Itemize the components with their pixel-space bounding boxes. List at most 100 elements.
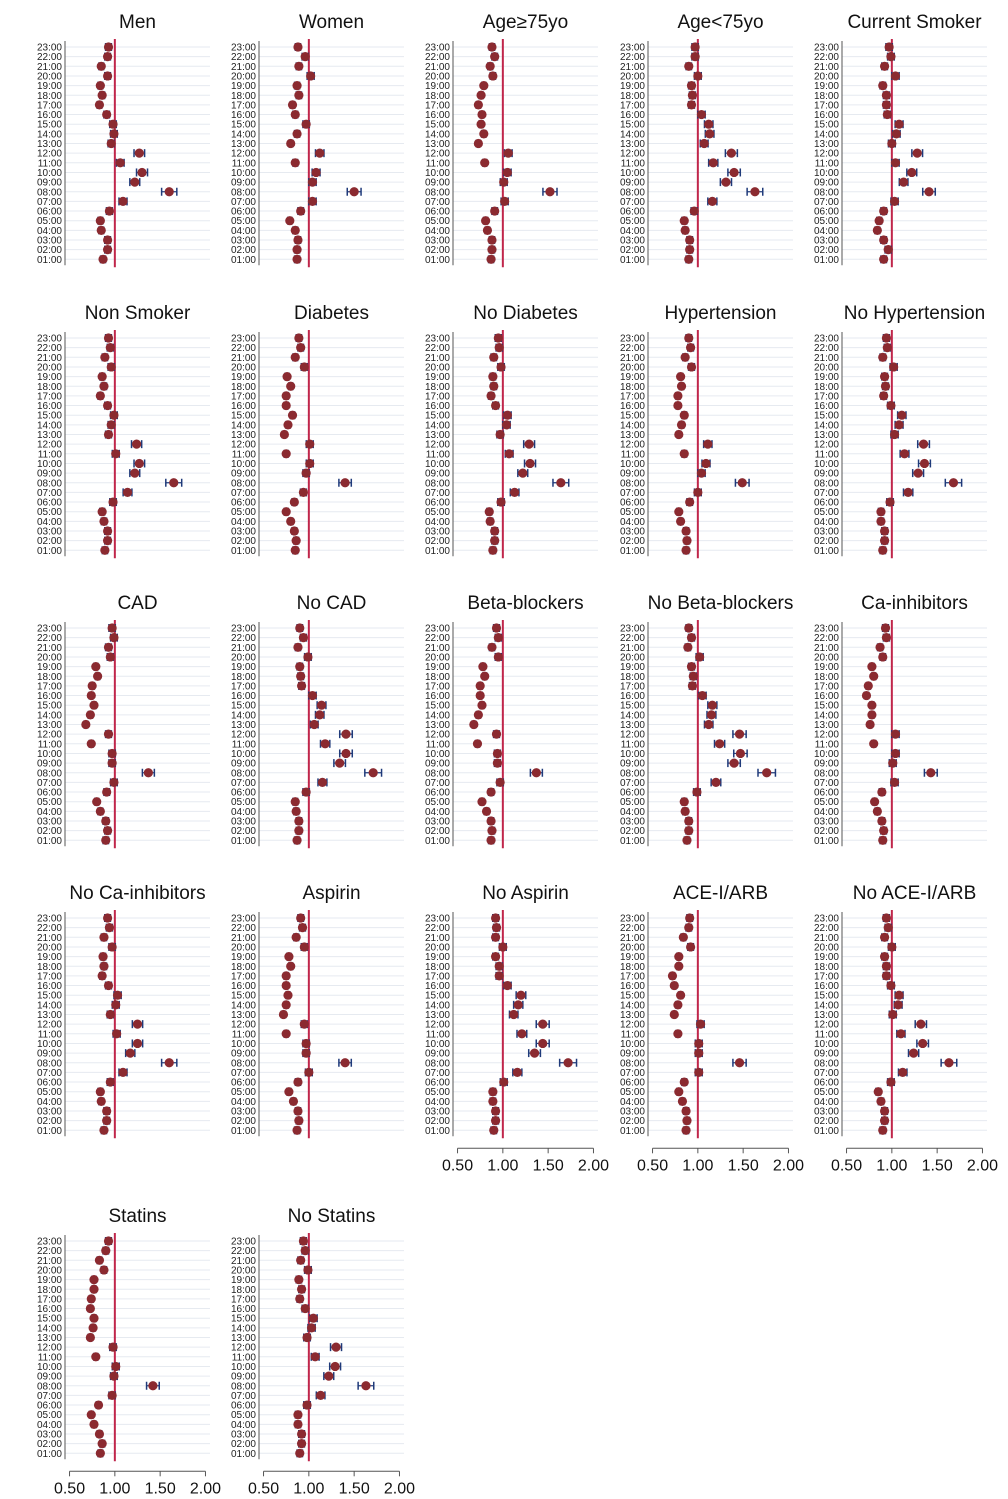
point-marker	[296, 1429, 307, 1439]
data-point	[284, 952, 294, 962]
point-marker	[490, 932, 501, 942]
point-marker	[886, 400, 896, 411]
y-tick-label: 23:00	[814, 334, 839, 345]
data-point	[105, 1077, 115, 1087]
data-point	[102, 536, 113, 546]
y-tick-label: 05:00	[814, 507, 839, 518]
y-tick-label: 14:00	[814, 710, 839, 721]
data-point	[495, 429, 505, 440]
y-tick-label: 11:00	[426, 449, 451, 460]
point-marker	[102, 1106, 112, 1116]
point-marker	[669, 1009, 679, 1020]
y-tick-label: 12:00	[425, 1020, 450, 1031]
data-point	[703, 119, 714, 129]
y-tick-label: 11:00	[232, 739, 257, 750]
point-marker	[95, 391, 105, 401]
point-marker	[490, 913, 501, 923]
data-point	[86, 1410, 96, 1420]
y-tick-label: 05:00	[620, 797, 645, 808]
point-marker	[286, 961, 296, 971]
point-marker	[286, 138, 296, 149]
data-point	[527, 1048, 542, 1058]
point-marker	[472, 739, 483, 749]
point-marker	[545, 187, 555, 197]
data-point	[94, 1255, 105, 1265]
data-point	[476, 119, 486, 129]
y-tick-label: 12:00	[620, 1020, 645, 1031]
data-point	[296, 681, 307, 691]
point-marker	[85, 1303, 95, 1314]
y-tick-label: 06:00	[231, 207, 256, 218]
y-tick-label: 13:00	[231, 1010, 256, 1021]
point-marker	[509, 1009, 519, 1020]
data-point	[500, 196, 510, 206]
point-marker	[293, 642, 303, 652]
y-tick-label: 21:00	[814, 643, 839, 654]
point-marker	[885, 497, 895, 507]
y-tick-label: 04:00	[425, 517, 450, 528]
point-marker	[130, 468, 140, 478]
point-marker	[293, 1077, 303, 1087]
data-point	[486, 254, 496, 264]
data-point	[284, 1087, 294, 1097]
y-tick-label: 21:00	[425, 353, 450, 364]
y-tick-label: 21:00	[425, 933, 450, 944]
point-marker	[524, 439, 534, 449]
data-point	[486, 816, 496, 826]
data-point	[684, 826, 694, 836]
panel-title: No Hypertension	[844, 303, 986, 324]
data-point	[509, 487, 520, 497]
y-tick-label: 18:00	[814, 672, 839, 683]
point-marker	[494, 961, 504, 971]
point-marker	[879, 61, 890, 71]
point-marker	[881, 913, 892, 923]
point-marker	[315, 148, 325, 158]
point-marker	[306, 71, 316, 81]
point-marker	[476, 90, 486, 100]
data-point	[881, 633, 892, 643]
y-tick-label: 22:00	[620, 52, 645, 63]
point-marker	[496, 362, 506, 372]
point-marker	[111, 1361, 121, 1372]
data-point	[89, 1284, 99, 1294]
data-point	[880, 623, 891, 633]
data-point	[490, 1106, 501, 1116]
data-point	[293, 1077, 303, 1087]
data-point	[296, 1284, 307, 1294]
y-tick-label: 18:00	[425, 672, 450, 683]
y-tick-label: 16:00	[814, 401, 839, 412]
data-point	[286, 961, 296, 971]
y-tick-label: 03:00	[814, 236, 839, 247]
point-marker	[169, 478, 179, 488]
data-point	[686, 662, 697, 672]
y-tick-label: 16:00	[620, 691, 645, 702]
data-point	[881, 971, 892, 981]
y-tick-label: 01:00	[425, 255, 450, 266]
y-tick-label: 08:00	[620, 1058, 645, 1069]
y-tick-label: 16:00	[620, 401, 645, 412]
point-marker	[291, 536, 301, 546]
data-point	[869, 671, 879, 681]
point-marker	[290, 158, 300, 168]
data-point	[674, 952, 684, 962]
y-tick-label: 12:00	[814, 730, 839, 741]
point-marker	[890, 158, 901, 168]
point-marker	[302, 1332, 312, 1343]
data-point	[685, 235, 695, 245]
y-tick-label: 17:00	[37, 971, 62, 982]
y-tick-label: 22:00	[37, 633, 62, 644]
point-marker	[685, 942, 696, 952]
y-tick-label: 13:00	[425, 139, 450, 150]
y-tick-label: 22:00	[620, 633, 645, 644]
point-marker	[492, 748, 503, 759]
point-marker	[102, 245, 113, 255]
point-marker	[89, 1284, 99, 1294]
data-point	[702, 439, 713, 449]
point-marker	[101, 816, 111, 826]
data-point	[687, 681, 698, 691]
point-marker	[296, 206, 306, 216]
y-tick-label: 13:00	[425, 720, 450, 731]
y-tick-label: 19:00	[425, 81, 450, 92]
data-point	[281, 980, 291, 991]
y-tick-label: 23:00	[620, 43, 645, 54]
